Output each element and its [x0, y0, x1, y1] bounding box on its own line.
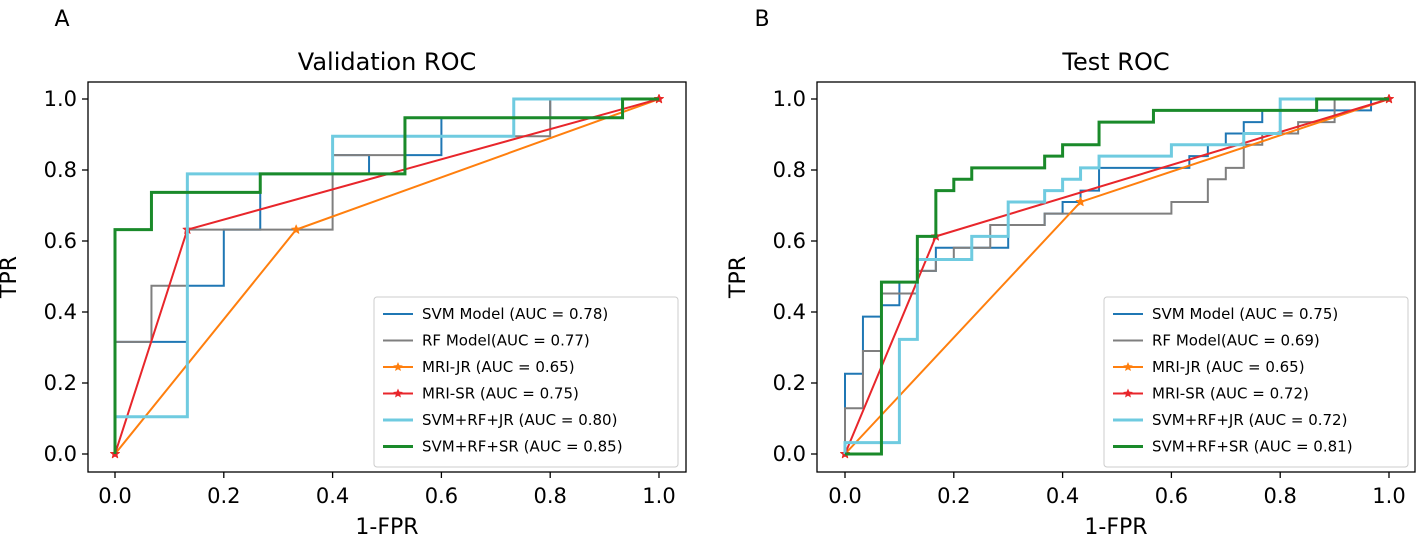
y-tick-label: 0.2	[773, 371, 806, 395]
series-line-4	[843, 97, 1389, 454]
series-line-5	[845, 97, 1389, 456]
chart-panel-a: A Validation ROC 0.0 0.2 0.4 0.6 0.8 1.0 0.0 0.2 0…	[0, 7, 687, 535]
y-tick-label: 0.4	[44, 300, 77, 324]
y-tick-label: 0.8	[44, 158, 77, 182]
series-line-5	[113, 97, 659, 454]
x-axis-label: 1-FPR	[1084, 515, 1147, 535]
y-axis-label: TPR	[726, 256, 751, 299]
x-tick-label: 0.8	[533, 484, 566, 508]
legend-marker-3	[1123, 388, 1133, 398]
legend-label-4: SVM+RF+JR (AUC = 0.72)	[1152, 411, 1347, 429]
legend-label-1: RF Model(AUC = 0.77)	[422, 332, 590, 350]
legend-marker-3	[393, 388, 403, 398]
x-axis-label: 1-FPR	[355, 515, 418, 535]
panel-letter: A	[54, 7, 69, 32]
y-tick-label: 0.4	[773, 300, 806, 324]
series-line-0	[844, 98, 1389, 454]
y-tick-label: 0.0	[773, 442, 806, 466]
plot-frame	[816, 81, 1416, 473]
y-tick-label: 0.6	[44, 229, 77, 253]
legend-label-4: SVM+RF+JR (AUC = 0.80)	[422, 411, 617, 429]
x-tick-label: 0.2	[937, 484, 970, 508]
y-tick-label: 0.2	[44, 371, 77, 395]
legend-label-0: SVM Model (AUC = 0.78)	[422, 305, 608, 323]
y-tick-label: 0.6	[773, 229, 806, 253]
legend-marker-2	[393, 362, 403, 372]
y-tick-label: 0.8	[773, 158, 806, 182]
x-tick-label: 0.6	[1155, 484, 1188, 508]
chart-panel-b: B Test ROC 0.0 0.2 0.4 0.6 0.8 1.0 0.0 0.2 0.4 0.6 0…	[726, 7, 1416, 535]
legend-marker-2	[1123, 362, 1133, 372]
series-marker-2-1	[1075, 196, 1086, 207]
legend-box	[373, 296, 679, 468]
x-tick-label: 0.2	[207, 484, 240, 508]
y-axis-label: TPR	[0, 256, 22, 299]
legend: SVM Model (AUC = 0.75) RF Model(AUC = 0.6…	[1103, 296, 1409, 468]
y-tick-label: 1.0	[44, 87, 77, 111]
x-tick-label: 0.8	[1263, 484, 1296, 508]
legend-label-2: MRI-JR (AUC = 0.65)	[1152, 358, 1305, 376]
chart-title: Test ROC	[1061, 48, 1169, 76]
legend-label-2: MRI-JR (AUC = 0.65)	[422, 358, 575, 376]
x-tick-label: 1.0	[642, 484, 675, 508]
legend-label-0: SVM Model (AUC = 0.75)	[1152, 305, 1338, 323]
legend-label-5: SVM+RF+SR (AUC = 0.85)	[422, 438, 623, 456]
legend-label-1: RF Model(AUC = 0.69)	[1152, 332, 1320, 350]
y-tick-label: 1.0	[773, 87, 806, 111]
legend-label-3: MRI-SR (AUC = 0.72)	[1152, 385, 1309, 403]
x-tick-label: 0.0	[98, 484, 131, 508]
legend: SVM Model (AUC = 0.78) RF Model(AUC = 0.7…	[373, 296, 679, 468]
legend-label-5: SVM+RF+SR (AUC = 0.81)	[1152, 438, 1353, 456]
x-tick-label: 0.4	[1046, 484, 1079, 508]
series-marker-2-1	[290, 223, 302, 235]
legend-box	[1103, 296, 1409, 468]
chart-title: Validation ROC	[298, 48, 476, 76]
y-tick-label: 0.0	[44, 442, 77, 466]
x-tick-label: 0.6	[425, 484, 458, 508]
x-tick-label: 1.0	[1372, 484, 1405, 508]
panel-letter: B	[754, 7, 769, 32]
x-tick-label: 0.0	[828, 484, 861, 508]
plot-frame	[87, 81, 687, 473]
legend-label-3: MRI-SR (AUC = 0.75)	[422, 385, 579, 403]
x-tick-label: 0.4	[316, 484, 349, 508]
